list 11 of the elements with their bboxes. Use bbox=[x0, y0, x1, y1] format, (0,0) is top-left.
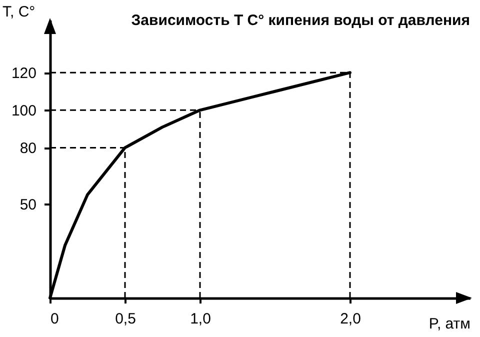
x-tick-label: 2,0 bbox=[340, 310, 361, 328]
y-tick-label: 120 bbox=[11, 65, 36, 82]
x-tick-label: 0,5 bbox=[115, 310, 136, 328]
x-tick-label: 1,0 bbox=[190, 310, 211, 328]
y-tick-label: 100 bbox=[11, 102, 36, 120]
y-tick-label: 80 bbox=[20, 140, 36, 158]
chart-title: Зависимость T C° кипения воды от давления bbox=[131, 12, 470, 29]
y-tick-label: 50 bbox=[20, 196, 36, 214]
x-tick-label: 0 bbox=[50, 310, 59, 328]
y-axis-title: T, C° bbox=[2, 4, 36, 20]
x-axis-title: P, атм bbox=[428, 316, 470, 332]
